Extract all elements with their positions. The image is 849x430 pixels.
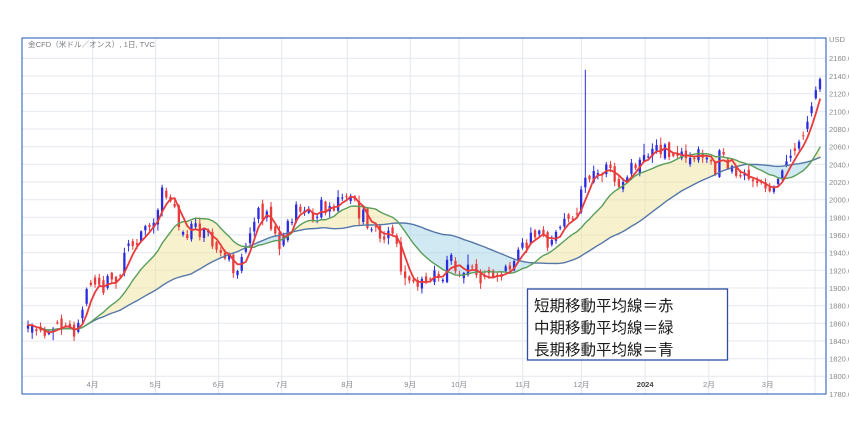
svg-text:2000.00: 2000.00 bbox=[829, 196, 849, 205]
svg-text:2020.00: 2020.00 bbox=[829, 178, 849, 187]
svg-text:1960.00: 1960.00 bbox=[829, 231, 849, 240]
svg-text:6月: 6月 bbox=[213, 380, 225, 389]
svg-text:1980.00: 1980.00 bbox=[829, 214, 849, 223]
svg-text:7月: 7月 bbox=[276, 380, 288, 389]
svg-text:1800.00: 1800.00 bbox=[829, 372, 849, 381]
svg-text:1940.00: 1940.00 bbox=[829, 249, 849, 258]
svg-text:1780.00: 1780.00 bbox=[829, 390, 849, 399]
svg-text:1900.00: 1900.00 bbox=[829, 284, 849, 293]
svg-text:2140.00: 2140.00 bbox=[829, 72, 849, 81]
svg-text:1860.00: 1860.00 bbox=[829, 320, 849, 329]
svg-text:9月: 9月 bbox=[404, 380, 416, 389]
svg-text:1880.00: 1880.00 bbox=[829, 302, 849, 311]
svg-text:USD: USD bbox=[829, 35, 846, 44]
svg-text:11月: 11月 bbox=[515, 380, 530, 389]
svg-text:2120.00: 2120.00 bbox=[829, 90, 849, 99]
svg-text:2080.00: 2080.00 bbox=[829, 125, 849, 134]
svg-text:2160.00: 2160.00 bbox=[829, 54, 849, 63]
svg-text:短期移動平均線＝赤: 短期移動平均線＝赤 bbox=[534, 297, 674, 315]
svg-text:金CFD（米ドル／オンス）, 1日, TVC: 金CFD（米ドル／オンス）, 1日, TVC bbox=[28, 39, 155, 49]
svg-text:長期移動平均線＝青: 長期移動平均線＝青 bbox=[534, 341, 674, 359]
svg-text:4月: 4月 bbox=[87, 380, 99, 389]
svg-text:1920.00: 1920.00 bbox=[829, 267, 849, 276]
svg-text:8月: 8月 bbox=[341, 380, 353, 389]
svg-text:12月: 12月 bbox=[573, 380, 589, 389]
svg-text:3月: 3月 bbox=[762, 380, 774, 389]
svg-text:2100.00: 2100.00 bbox=[829, 108, 849, 117]
svg-text:中期移動平均線＝緑: 中期移動平均線＝緑 bbox=[534, 319, 674, 337]
svg-text:2024: 2024 bbox=[637, 380, 655, 389]
svg-text:1840.00: 1840.00 bbox=[829, 337, 849, 346]
svg-text:1820.00: 1820.00 bbox=[829, 355, 849, 364]
svg-text:2月: 2月 bbox=[703, 380, 715, 389]
svg-text:2060.00: 2060.00 bbox=[829, 143, 849, 152]
svg-text:5月: 5月 bbox=[150, 380, 162, 389]
svg-text:10月: 10月 bbox=[451, 380, 467, 389]
svg-text:2040.00: 2040.00 bbox=[829, 161, 849, 170]
